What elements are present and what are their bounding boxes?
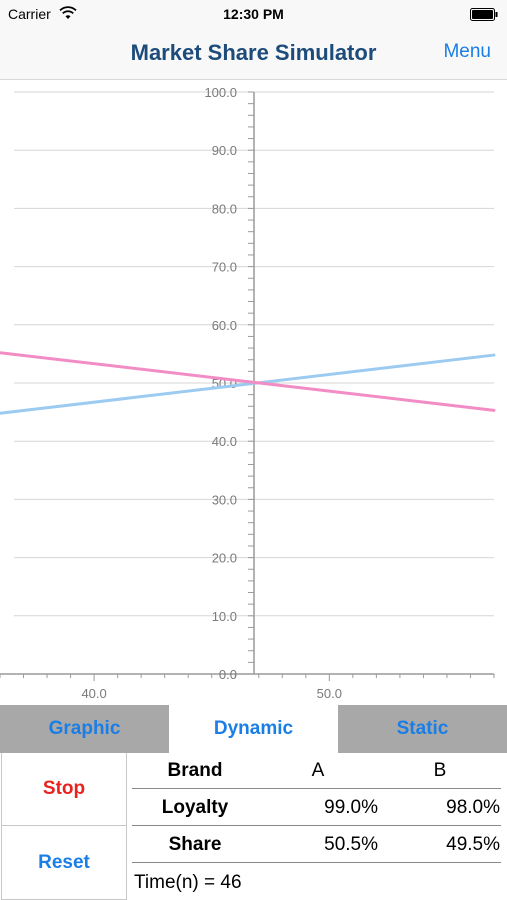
carrier-label: Carrier	[8, 6, 51, 22]
y-tick-label: 60.0	[212, 318, 237, 333]
loyalty-label: Loyalty	[161, 797, 229, 818]
series-line-2	[0, 351, 496, 412]
time-readout: Time(n) = 46	[134, 872, 242, 893]
loyalty-a-value: 99.0%	[324, 797, 378, 818]
y-tick-label: 30.0	[212, 492, 237, 507]
status-bar: Carrier 12:30 PM	[0, 0, 507, 28]
market-share-chart: 100.0 90.0 80.0 70.0 60.0 50.0 40.0 30.0 20.0 10.…	[0, 80, 507, 705]
stop-button[interactable]: Stop	[2, 753, 126, 826]
battery-icon	[470, 8, 498, 21]
share-label: Share	[168, 834, 222, 855]
tab-dynamic[interactable]: Dynamic	[169, 705, 338, 753]
loyalty-row: Loyalty 99.0% 98.0%	[132, 790, 501, 826]
reset-button[interactable]: Reset	[38, 851, 90, 873]
page-title: Market Share Simulator	[130, 40, 377, 65]
simulation-panel: Stop Reset Brand A B Loyalty 99.0% 98.0%…	[0, 753, 507, 900]
brand-b-header: B	[433, 760, 447, 781]
x-tick-label: 50.0	[317, 686, 342, 701]
tab-static[interactable]: Static	[338, 705, 507, 753]
menu-button[interactable]: Menu	[443, 41, 491, 62]
y-tick-label: 10.0	[212, 609, 237, 624]
table-header-row: Brand A B	[132, 753, 501, 789]
brand-header: Brand	[167, 760, 223, 781]
loyalty-b-value: 98.0%	[446, 797, 500, 818]
x-tick-label: 40.0	[81, 686, 106, 701]
wifi-icon	[59, 6, 77, 19]
y-tick-label: 80.0	[212, 201, 237, 216]
y-tick-label: 0.0	[219, 667, 237, 682]
y-tick-label: 70.0	[212, 260, 237, 275]
tab-graphic[interactable]: Graphic	[0, 705, 169, 753]
brand-a-header: A	[311, 760, 325, 781]
y-tick-label: 20.0	[212, 551, 237, 566]
navigation-bar: Market Share Simulator Menu	[0, 28, 507, 80]
mode-tabs: Graphic Dynamic Static	[0, 705, 507, 753]
control-buttons: Stop Reset	[1, 753, 127, 900]
y-tick-label: 40.0	[212, 434, 237, 449]
share-row: Share 50.5% 49.5%	[132, 827, 501, 863]
series-line-1	[0, 353, 496, 415]
y-tick-label: 100.0	[204, 85, 237, 100]
chart-canvas: 100.0 90.0 80.0 70.0 60.0 50.0 40.0 30.0 20.0 10.…	[0, 85, 496, 701]
clock: 12:30 PM	[223, 6, 284, 22]
y-tick-label: 90.0	[212, 143, 237, 158]
share-a-value: 50.5%	[324, 834, 378, 855]
share-b-value: 49.5%	[446, 834, 500, 855]
